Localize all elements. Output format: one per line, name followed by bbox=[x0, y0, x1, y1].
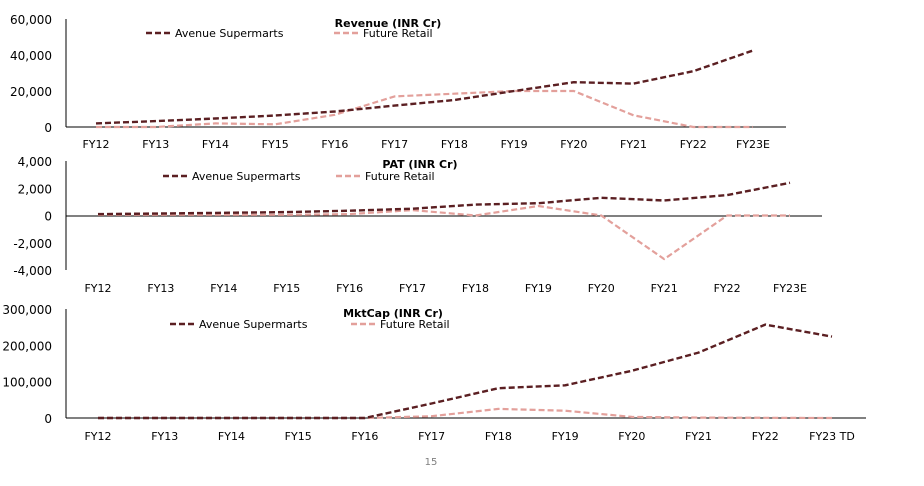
chart-1-y-tick-label: 0 bbox=[44, 210, 52, 224]
chart-2-x-tick-label: FY12 bbox=[84, 430, 111, 443]
chart-0-x-tick-label: FY23E bbox=[736, 138, 770, 151]
chart-1-x-tick-label: FY23E bbox=[773, 282, 807, 295]
chart-0-x-tick-label: FY20 bbox=[560, 138, 587, 151]
chart-2-x-tick-label: FY18 bbox=[485, 430, 512, 443]
chart-0-y-tick-label: 60,000 bbox=[10, 13, 52, 27]
chart-0-x-tick-label: FY15 bbox=[262, 138, 289, 151]
chart-0-x-tick-label: FY14 bbox=[202, 138, 229, 151]
chart-1-x-tick-label: FY18 bbox=[462, 282, 489, 295]
chart-2-x-tick-label: FY21 bbox=[685, 430, 712, 443]
chart-0-series-future-retail-line bbox=[96, 89, 753, 129]
chart-1-x-tick-label: FY17 bbox=[399, 282, 426, 295]
chart-1-y-tick-label: -2,000 bbox=[13, 237, 52, 251]
chart-0-title: Revenue (INR Cr) bbox=[335, 17, 442, 30]
chart-1-x-tick-label: FY14 bbox=[210, 282, 237, 295]
chart-1-series-future-retail-line bbox=[98, 204, 790, 261]
chart-2-y-tick-label: 0 bbox=[44, 412, 52, 426]
chart-2-series-future-retail-line bbox=[98, 407, 833, 420]
chart-1-title: PAT (INR Cr) bbox=[382, 158, 457, 171]
chart-2-x-tick-label: FY13 bbox=[151, 430, 178, 443]
chart-0-x-tick-label: FY13 bbox=[142, 138, 169, 151]
chart-1-x-tick-label: FY13 bbox=[147, 282, 174, 295]
chart-1-x-tick-label: FY16 bbox=[336, 282, 363, 295]
chart-0-x-tick-label: FY22 bbox=[680, 138, 707, 151]
chart-2-x-tick-label: FY19 bbox=[552, 430, 579, 443]
chart-2-legend-label: Avenue Supermarts bbox=[199, 318, 308, 331]
chart-2-title: MktCap (INR Cr) bbox=[343, 307, 443, 320]
chart-0-y-tick-label: 20,000 bbox=[10, 85, 52, 99]
chart-1-y-tick-label: -4,000 bbox=[13, 264, 52, 278]
chart-2-x-tick-label: FY17 bbox=[418, 430, 445, 443]
chart-1-y-tick-label: 4,000 bbox=[18, 155, 52, 169]
chart-2-y-tick-label: 100,000 bbox=[2, 376, 52, 390]
chart-0-x-tick-label: FY18 bbox=[441, 138, 468, 151]
chart-1-legend-label: Avenue Supermarts bbox=[192, 170, 301, 183]
chart-0-series-avenue-supermarts-line bbox=[95, 49, 754, 125]
chart-1-x-tick-label: FY20 bbox=[588, 282, 615, 295]
chart-2-y-tick-label: 200,000 bbox=[2, 339, 52, 353]
chart-0-x-tick-label: FY16 bbox=[321, 138, 348, 151]
chart-0-x-tick-label: FY21 bbox=[620, 138, 647, 151]
chart-1-x-tick-label: FY15 bbox=[273, 282, 300, 295]
chart-2-x-tick-label: FY15 bbox=[285, 430, 312, 443]
chart-0-x-tick-label: FY17 bbox=[381, 138, 408, 151]
chart-2-legend-label: Future Retail bbox=[380, 318, 450, 331]
chart-2-x-tick-label: FY22 bbox=[752, 430, 779, 443]
chart-0-legend-label: Future Retail bbox=[363, 27, 433, 40]
chart-0-y-tick-label: 0 bbox=[44, 121, 52, 135]
page-number: 15 bbox=[424, 457, 438, 468]
chart-2-x-tick-label: FY16 bbox=[351, 430, 378, 443]
chart-0-x-tick-label: FY12 bbox=[82, 138, 109, 151]
chart-1-x-tick-label: FY21 bbox=[651, 282, 678, 295]
chart-1-x-tick-label: FY12 bbox=[84, 282, 111, 295]
chart-1-y-tick-label: 2,000 bbox=[18, 182, 52, 196]
chart-2-x-tick-label: FY20 bbox=[618, 430, 645, 443]
chart-1-x-tick-label: FY19 bbox=[525, 282, 552, 295]
chart-2-x-tick-label: FY23 TD bbox=[809, 430, 855, 443]
chart-1-series-avenue-supermarts-line bbox=[97, 181, 791, 216]
chart-0-y-tick-label: 40,000 bbox=[10, 49, 52, 63]
chart-1-legend-label: Future Retail bbox=[365, 170, 435, 183]
chart-2-y-tick-label: 300,000 bbox=[2, 303, 52, 317]
chart-1-x-tick-label: FY22 bbox=[714, 282, 741, 295]
chart-2-series-avenue-supermarts-line bbox=[98, 323, 833, 420]
chart-0-legend-label: Avenue Supermarts bbox=[175, 27, 284, 40]
chart-0-x-tick-label: FY19 bbox=[501, 138, 528, 151]
chart-2-x-tick-label: FY14 bbox=[218, 430, 245, 443]
